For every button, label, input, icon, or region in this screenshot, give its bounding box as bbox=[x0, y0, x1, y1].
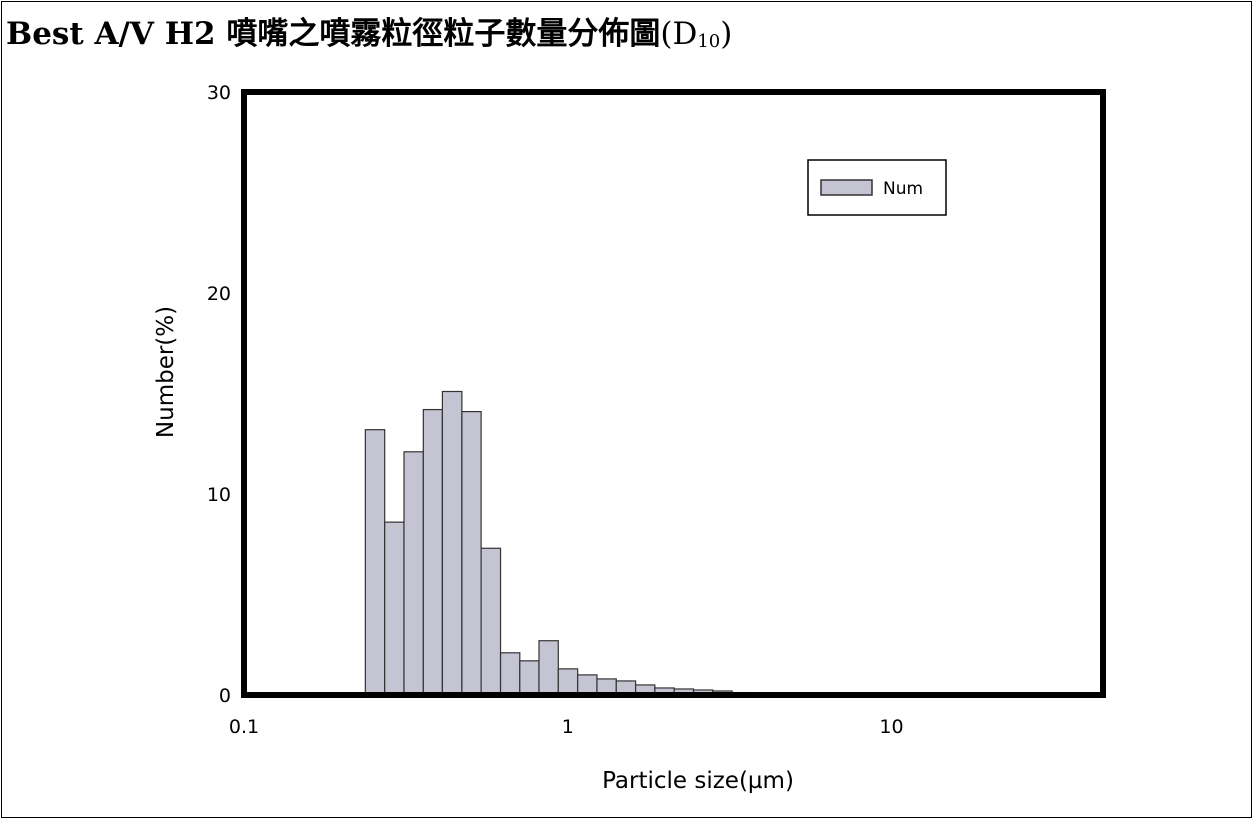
x-tick-label-2: 10 bbox=[879, 716, 903, 738]
title-subscript: 10 bbox=[697, 31, 721, 52]
title-main: Best A/V H2 噴嘴之噴霧粒徑粒子數量分佈圖 bbox=[6, 16, 661, 52]
x-tick-labels: 0.1 1 10 bbox=[229, 716, 904, 738]
bar-6 bbox=[480, 547, 502, 696]
title-paren-close: ) bbox=[720, 16, 733, 52]
bar-10 bbox=[557, 668, 579, 696]
bar-2 bbox=[403, 451, 424, 696]
legend-swatch bbox=[820, 179, 873, 196]
y-tick-label-0: 0 bbox=[219, 685, 231, 707]
page-title: Best A/V H2 噴嘴之噴霧粒徑粒子數量分佈圖(D10) bbox=[6, 8, 732, 53]
y-axis-label: Number(%) bbox=[153, 306, 179, 438]
bar-8 bbox=[519, 660, 540, 696]
x-tick-label-0: 0.1 bbox=[229, 716, 259, 738]
title-paren-open: (D bbox=[660, 16, 698, 52]
y-tick-label-3: 30 bbox=[207, 82, 231, 104]
bar-11 bbox=[577, 674, 598, 696]
y-tick-labels: 0 10 20 30 bbox=[207, 82, 231, 707]
x-tick-label-1: 1 bbox=[562, 716, 574, 738]
x-axis-label: Particle size(µm) bbox=[602, 768, 794, 794]
y-tick-label-2: 20 bbox=[207, 283, 231, 305]
bar-4 bbox=[441, 390, 463, 696]
legend-label-num: Num bbox=[883, 179, 923, 199]
bar-9 bbox=[538, 640, 559, 696]
plot-frame bbox=[241, 89, 1106, 698]
bar-0 bbox=[364, 429, 386, 696]
bar-3 bbox=[422, 408, 443, 696]
bar-1 bbox=[384, 521, 405, 696]
bar-5 bbox=[461, 410, 482, 696]
bars-layer bbox=[364, 390, 1004, 696]
y-tick-label-1: 10 bbox=[207, 484, 231, 506]
legend: Num bbox=[807, 159, 947, 216]
bar-7 bbox=[499, 652, 521, 696]
